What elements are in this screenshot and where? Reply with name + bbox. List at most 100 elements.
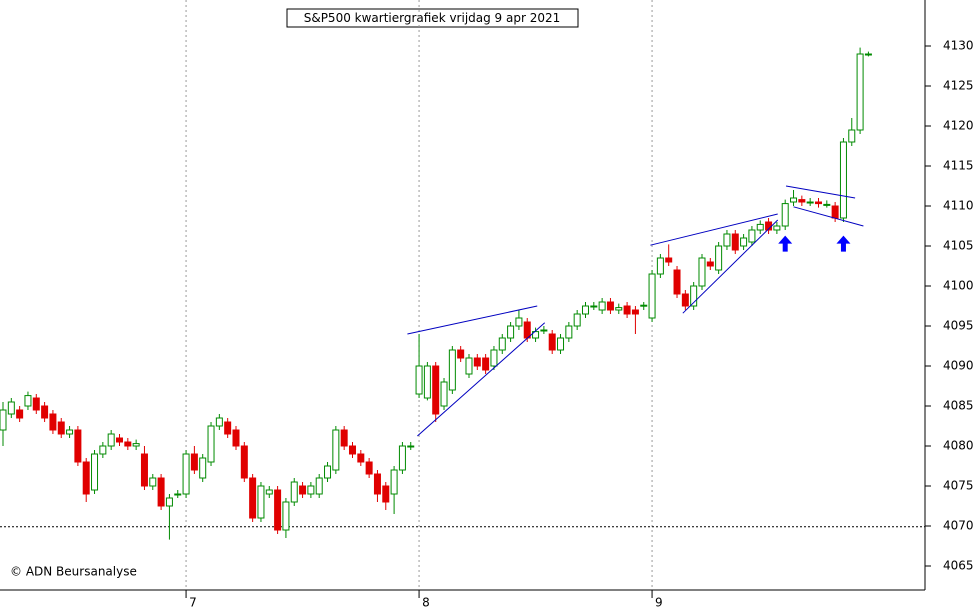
candle-body <box>107 433 115 447</box>
candle-body <box>831 205 839 219</box>
y-tick-label: 4125 <box>943 79 974 93</box>
candle-body <box>440 381 448 407</box>
candle-body <box>149 477 157 487</box>
chart-title: S&P500 kwartiergrafiek vrijdag 9 apr 202… <box>304 11 561 25</box>
y-tick-label: 4130 <box>943 39 974 53</box>
y-tick-label: 4075 <box>943 479 974 493</box>
trendline <box>682 219 779 314</box>
y-tick-label: 4080 <box>943 439 974 453</box>
candle-body <box>756 223 764 231</box>
candle-body <box>806 201 814 204</box>
candle-body <box>398 445 406 471</box>
candle-body <box>731 233 739 251</box>
candle-body <box>540 329 548 332</box>
candle-body <box>224 421 232 435</box>
title-box <box>286 8 579 28</box>
x-tick-label: 8 <box>422 596 430 610</box>
candle-body <box>740 237 748 247</box>
candle-body <box>814 201 822 205</box>
credit: © ADN Beursanalyse <box>10 565 137 579</box>
candle-body <box>115 437 123 443</box>
candle-body <box>207 425 215 463</box>
candle-body <box>307 485 315 495</box>
candle-body <box>515 317 523 327</box>
candle-body <box>432 365 440 415</box>
candle-body <box>324 465 332 479</box>
candle-body <box>74 429 82 463</box>
candle-body <box>798 199 806 203</box>
candle-body <box>748 229 756 243</box>
candle-body <box>423 365 431 399</box>
candle-body <box>606 301 614 311</box>
candle-body <box>640 304 648 307</box>
candle-body <box>232 429 240 447</box>
candle-body <box>482 357 490 371</box>
candle-body <box>41 405 49 419</box>
candle-body <box>507 325 515 339</box>
candle-body <box>265 489 273 495</box>
candle-body <box>557 337 565 351</box>
candle-body <box>565 325 573 339</box>
candle-body <box>7 401 15 415</box>
candle-body <box>315 477 323 495</box>
candle-body <box>132 443 140 447</box>
candle-body <box>648 273 656 319</box>
candle-body <box>340 429 348 447</box>
candle-body <box>199 457 207 479</box>
y-tick-label: 4090 <box>943 359 974 373</box>
y-tick-label: 4105 <box>943 239 974 253</box>
candle-body <box>573 313 581 327</box>
candle-body <box>157 477 165 507</box>
y-tick-label: 4120 <box>943 119 974 133</box>
candle-body <box>523 321 531 339</box>
candle-body <box>282 501 290 531</box>
candle-body <box>240 445 248 479</box>
candle-body <box>407 445 415 448</box>
candle-body <box>348 445 356 455</box>
arrow <box>778 235 793 252</box>
trendline <box>650 213 778 246</box>
candle-body <box>623 305 631 315</box>
candle-body <box>190 453 198 471</box>
candle-body <box>49 413 57 431</box>
y-tick-label: 4065 <box>943 559 974 573</box>
candle-body <box>82 461 90 495</box>
candle-body <box>32 397 40 411</box>
trendline <box>793 206 864 227</box>
candle-body <box>91 453 99 491</box>
candle-body <box>448 349 456 391</box>
y-tick-label: 4100 <box>943 279 974 293</box>
candle-body <box>299 485 307 495</box>
y-tick-label: 4085 <box>943 399 974 413</box>
candle-body <box>681 293 689 307</box>
candle-body <box>24 395 32 407</box>
candle-body <box>631 309 639 315</box>
candle-body <box>673 269 681 295</box>
candle-body <box>215 417 223 427</box>
trendline <box>407 305 538 335</box>
candle-body <box>140 453 148 487</box>
candle-body <box>249 477 257 519</box>
candle-body <box>548 333 556 351</box>
candle-body <box>465 357 473 375</box>
candle-body <box>781 203 789 227</box>
candle-body <box>124 441 132 447</box>
candle-body <box>182 453 190 495</box>
candle-body <box>16 409 24 419</box>
candle-body <box>723 233 731 247</box>
candle-body <box>390 469 398 495</box>
candle-body <box>590 305 598 308</box>
candle-body <box>706 261 714 267</box>
candle-body <box>773 225 781 231</box>
candle-body <box>856 53 864 131</box>
candle-body <box>498 337 506 351</box>
candle-body <box>365 461 373 475</box>
candle-body <box>357 453 365 463</box>
candle-body <box>290 481 298 503</box>
x-tick-label: 7 <box>189 596 197 610</box>
candle-body <box>66 429 74 435</box>
candle-body <box>373 473 381 495</box>
candle-body <box>598 301 606 311</box>
candle-body <box>457 349 465 359</box>
